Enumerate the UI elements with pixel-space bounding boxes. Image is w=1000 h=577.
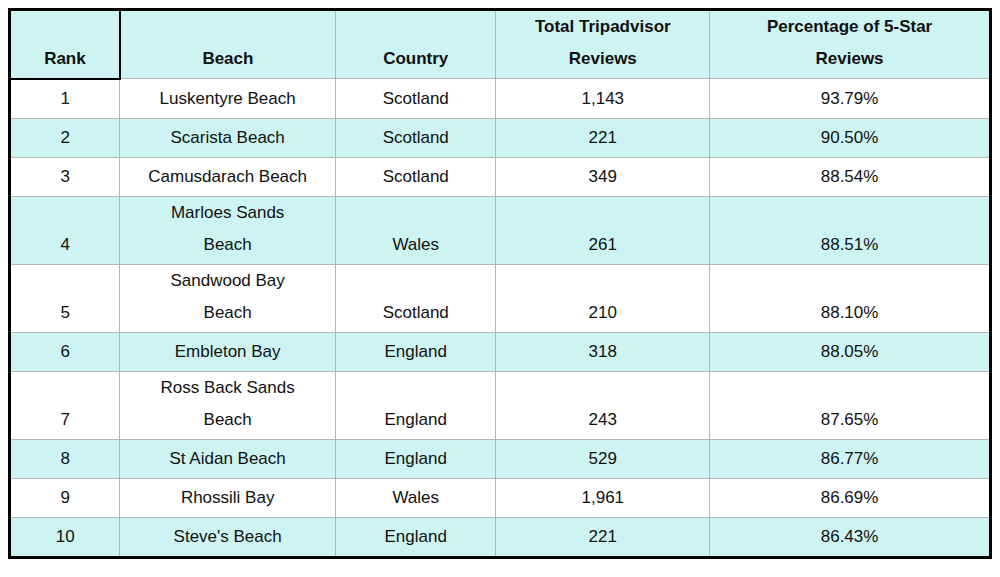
rank-cell: 5 bbox=[10, 264, 120, 332]
pct-cell: 86.77% bbox=[710, 439, 991, 478]
pct-cell: 93.79% bbox=[710, 79, 991, 119]
pct-cell: 88.54% bbox=[710, 157, 991, 196]
country-cell: Scotland bbox=[335, 118, 495, 157]
table-header: Rank Beach Country Total Tripadvisor Rev… bbox=[10, 10, 991, 79]
pct-cell: 86.43% bbox=[710, 517, 991, 557]
rank-cell: 3 bbox=[10, 157, 120, 196]
beach-cell: St Aidan Beach bbox=[120, 439, 336, 478]
reviews-cell: 221 bbox=[496, 118, 710, 157]
country-cell: Scotland bbox=[335, 157, 495, 196]
country-cell: Scotland bbox=[335, 264, 495, 332]
rank-cell: 7 bbox=[10, 371, 120, 439]
beach-rankings-table: Rank Beach Country Total Tripadvisor Rev… bbox=[8, 8, 992, 559]
table-row: 2 Scarista Beach Scotland 221 90.50% bbox=[10, 118, 991, 157]
reviews-cell: 318 bbox=[496, 332, 710, 371]
country-cell: England bbox=[335, 332, 495, 371]
beach-cell: Luskentyre Beach bbox=[120, 79, 336, 119]
pct-cell: 86.69% bbox=[710, 478, 991, 517]
beach-cell: Ross Back Sands Beach bbox=[120, 371, 336, 439]
beach-cell: Rhossili Bay bbox=[120, 478, 336, 517]
rank-cell: 10 bbox=[10, 517, 120, 557]
beach-rankings-page: Rank Beach Country Total Tripadvisor Rev… bbox=[0, 0, 1000, 577]
pct-cell: 88.10% bbox=[710, 264, 991, 332]
column-header-total-reviews: Total Tripadvisor Reviews bbox=[496, 10, 710, 79]
reviews-cell: 349 bbox=[496, 157, 710, 196]
beach-cell: Sandwood Bay Beach bbox=[120, 264, 336, 332]
table-row: 10 Steve's Beach England 221 86.43% bbox=[10, 517, 991, 557]
beach-cell: Scarista Beach bbox=[120, 118, 336, 157]
beach-cell: Steve's Beach bbox=[120, 517, 336, 557]
rank-cell: 2 bbox=[10, 118, 120, 157]
table-row: 7 Ross Back Sands Beach England 243 87.6… bbox=[10, 371, 991, 439]
reviews-cell: 221 bbox=[496, 517, 710, 557]
pct-cell: 88.51% bbox=[710, 196, 991, 264]
table-row: 4 Marloes Sands Beach Wales 261 88.51% bbox=[10, 196, 991, 264]
country-cell: England bbox=[335, 439, 495, 478]
rank-cell: 1 bbox=[10, 79, 120, 119]
reviews-cell: 210 bbox=[496, 264, 710, 332]
column-header-beach: Beach bbox=[120, 10, 336, 79]
reviews-cell: 261 bbox=[496, 196, 710, 264]
column-header-country: Country bbox=[335, 10, 495, 79]
beach-cell: Marloes Sands Beach bbox=[120, 196, 336, 264]
country-cell: England bbox=[335, 517, 495, 557]
table-row: 1 Luskentyre Beach Scotland 1,143 93.79% bbox=[10, 79, 991, 119]
reviews-cell: 529 bbox=[496, 439, 710, 478]
pct-cell: 87.65% bbox=[710, 371, 991, 439]
country-cell: Wales bbox=[335, 478, 495, 517]
beach-cell: Embleton Bay bbox=[120, 332, 336, 371]
reviews-cell: 1,143 bbox=[496, 79, 710, 119]
table-row: 9 Rhossili Bay Wales 1,961 86.69% bbox=[10, 478, 991, 517]
header-row: Rank Beach Country Total Tripadvisor Rev… bbox=[10, 10, 991, 79]
country-cell: Scotland bbox=[335, 79, 495, 119]
rank-cell: 8 bbox=[10, 439, 120, 478]
pct-cell: 90.50% bbox=[710, 118, 991, 157]
rank-cell: 4 bbox=[10, 196, 120, 264]
table-row: 6 Embleton Bay England 318 88.05% bbox=[10, 332, 991, 371]
reviews-cell: 1,961 bbox=[496, 478, 710, 517]
reviews-cell: 243 bbox=[496, 371, 710, 439]
column-header-pct-5star: Percentage of 5-Star Reviews bbox=[710, 10, 991, 79]
column-header-rank: Rank bbox=[10, 10, 120, 79]
pct-cell: 88.05% bbox=[710, 332, 991, 371]
table-row: 8 St Aidan Beach England 529 86.77% bbox=[10, 439, 991, 478]
rank-cell: 6 bbox=[10, 332, 120, 371]
rank-cell: 9 bbox=[10, 478, 120, 517]
beach-cell: Camusdarach Beach bbox=[120, 157, 336, 196]
table-row: 3 Camusdarach Beach Scotland 349 88.54% bbox=[10, 157, 991, 196]
table-body: 1 Luskentyre Beach Scotland 1,143 93.79%… bbox=[10, 79, 991, 558]
country-cell: Wales bbox=[335, 196, 495, 264]
table-row: 5 Sandwood Bay Beach Scotland 210 88.10% bbox=[10, 264, 991, 332]
country-cell: England bbox=[335, 371, 495, 439]
